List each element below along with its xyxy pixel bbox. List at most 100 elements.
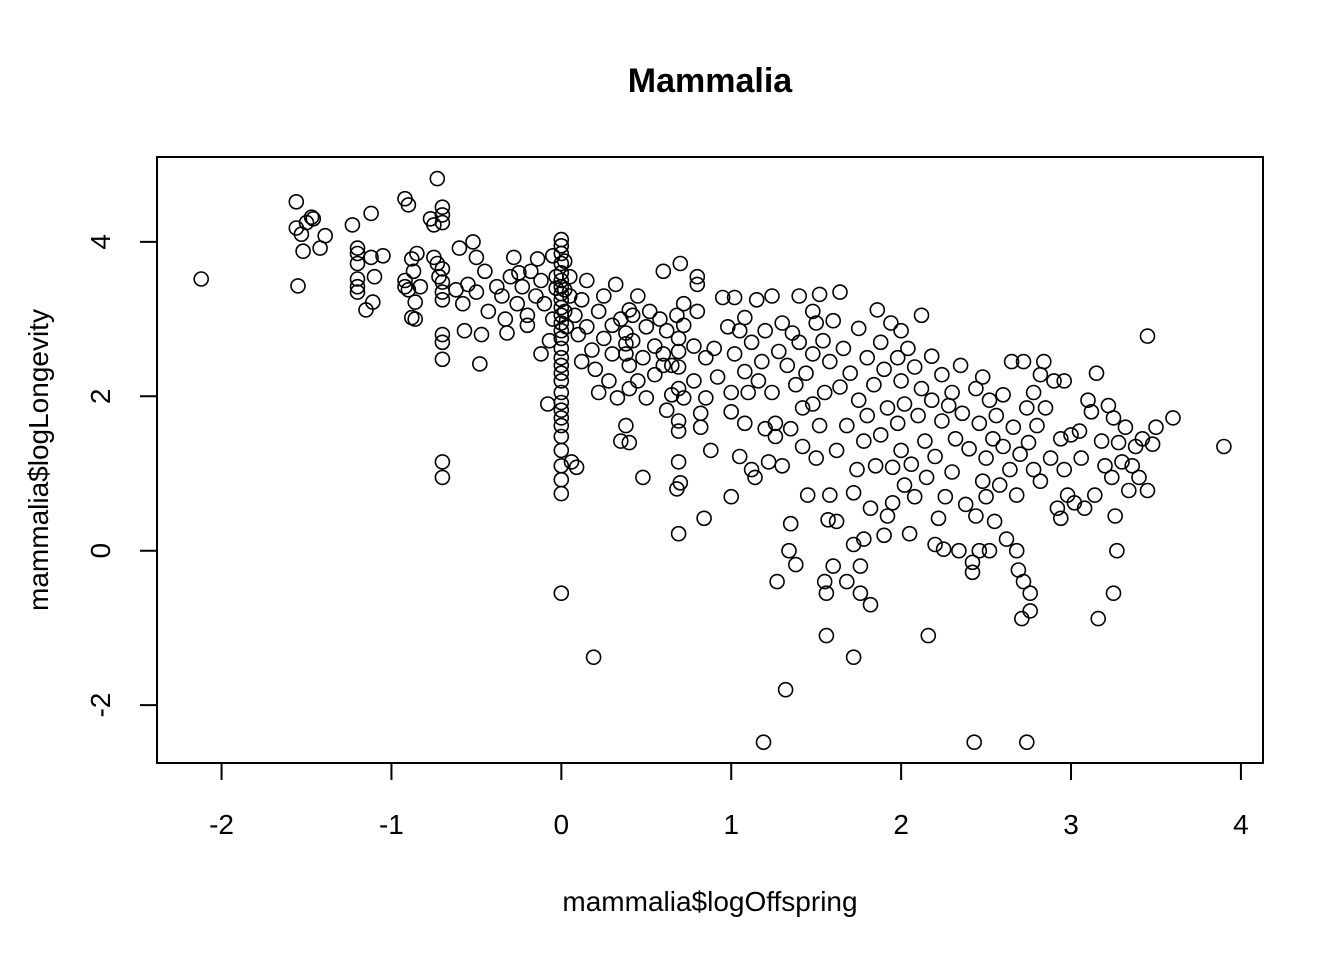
data-point	[305, 211, 322, 227]
data-point	[519, 317, 536, 334]
data-point	[709, 369, 726, 385]
data-point	[971, 542, 988, 559]
data-point	[855, 531, 872, 547]
data-point	[1104, 469, 1120, 486]
data-point	[1087, 487, 1103, 503]
data-point	[607, 276, 624, 293]
data-point	[553, 442, 570, 459]
data-point	[769, 573, 785, 590]
data-point	[434, 334, 451, 351]
data-point	[621, 357, 638, 374]
data-point	[723, 403, 740, 420]
data-point	[553, 428, 570, 445]
data-point	[618, 335, 634, 352]
data-point	[974, 369, 991, 385]
data-point	[818, 627, 835, 644]
data-point	[1110, 434, 1127, 451]
data-point	[434, 199, 451, 215]
data-point	[1013, 610, 1030, 627]
data-point	[816, 573, 833, 590]
data-point	[536, 295, 553, 312]
data-point	[655, 357, 672, 374]
data-point	[363, 249, 379, 266]
data-point	[1131, 469, 1147, 486]
data-point	[488, 278, 505, 295]
data-point	[397, 272, 413, 289]
data-point	[553, 417, 570, 434]
data-point	[896, 477, 913, 493]
data-point	[670, 343, 687, 360]
data-point	[889, 415, 906, 432]
data-point	[689, 303, 706, 320]
data-point	[624, 332, 641, 349]
data-point	[937, 488, 954, 505]
data-point	[295, 243, 311, 259]
data-point	[502, 268, 519, 285]
data-point	[1032, 473, 1049, 490]
data-point	[811, 286, 828, 303]
data-point	[787, 556, 804, 573]
data-point	[471, 356, 488, 372]
data-point	[675, 317, 692, 334]
data-point	[604, 346, 621, 362]
data-point	[923, 348, 940, 365]
data-point	[791, 288, 808, 304]
data-point	[412, 278, 429, 295]
data-point	[866, 376, 882, 393]
data-point	[544, 311, 561, 327]
data-point	[845, 484, 862, 501]
data-point	[638, 318, 655, 335]
data-point	[755, 734, 772, 751]
data-point	[1114, 454, 1130, 470]
data-point	[290, 278, 306, 294]
data-point	[539, 396, 556, 412]
data-point	[193, 271, 209, 287]
data-point	[590, 384, 607, 401]
data-point	[624, 307, 641, 324]
data-point	[1109, 542, 1125, 559]
data-point	[364, 294, 381, 310]
data-point	[782, 420, 799, 437]
data-point	[553, 384, 570, 401]
y-tick-label: 4	[85, 234, 116, 250]
data-point	[1025, 461, 1042, 478]
data-point	[670, 423, 687, 439]
data-point	[303, 209, 320, 225]
data-point	[986, 513, 1003, 530]
data-point	[405, 263, 422, 280]
data-point	[434, 274, 451, 290]
data-point	[349, 255, 366, 272]
data-point	[893, 442, 909, 459]
data-point	[675, 390, 692, 406]
data-point	[1012, 446, 1028, 463]
data-point	[743, 334, 760, 351]
data-point	[804, 346, 821, 362]
data-point	[590, 303, 607, 320]
data-point	[434, 291, 451, 308]
data-point	[995, 438, 1011, 455]
data-point	[601, 373, 617, 389]
data-point	[344, 217, 361, 233]
data-point	[849, 461, 865, 478]
data-point	[896, 396, 913, 412]
data-point	[553, 238, 570, 254]
data-point	[1053, 430, 1069, 447]
data-point	[981, 542, 998, 559]
data-point	[672, 474, 689, 491]
data-point	[825, 312, 842, 329]
data-point	[1063, 427, 1079, 443]
data-point	[553, 365, 570, 382]
data-point	[686, 373, 702, 389]
data-point	[816, 384, 833, 401]
data-point	[522, 263, 539, 280]
data-point	[434, 326, 451, 343]
data-point	[397, 278, 413, 295]
data-point	[553, 231, 570, 248]
data-point	[954, 405, 971, 422]
data-point	[821, 487, 838, 503]
data-point	[1073, 450, 1089, 466]
data-point	[879, 508, 896, 524]
data-point	[553, 291, 570, 308]
data-point	[670, 330, 687, 347]
data-point	[767, 428, 784, 445]
